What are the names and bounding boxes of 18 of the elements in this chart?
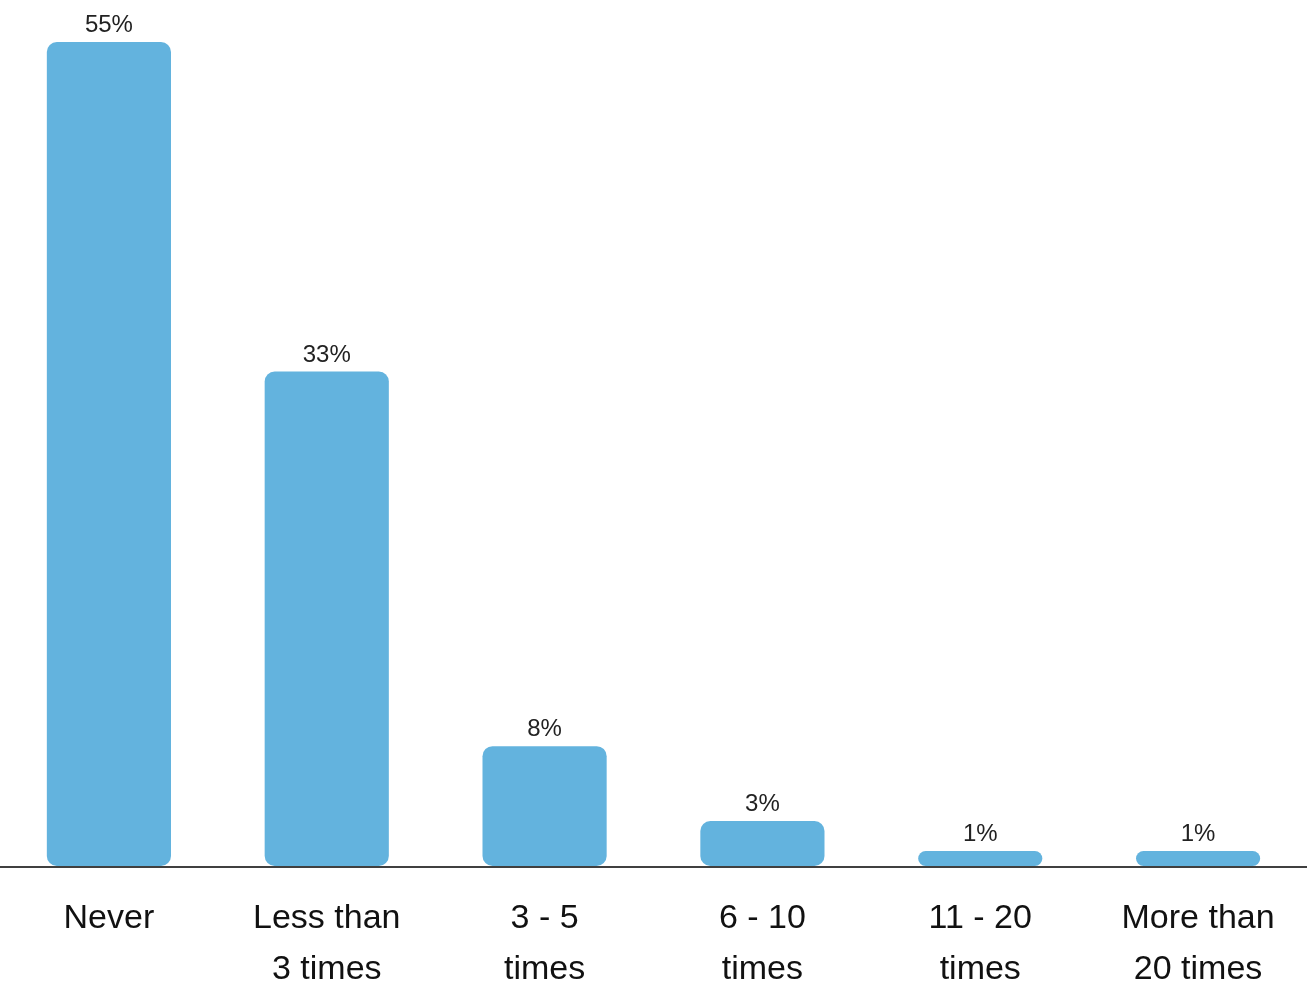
data-label: 1% xyxy=(962,819,998,847)
data-label: 1% xyxy=(1180,819,1216,847)
bar xyxy=(482,746,607,866)
bar xyxy=(918,851,1043,866)
data-label: 3% xyxy=(745,789,780,817)
x-tick-label: 6 - 10 times xyxy=(718,897,806,984)
bar xyxy=(700,821,825,866)
data-label: 55% xyxy=(84,10,133,37)
bar xyxy=(264,371,389,866)
bar xyxy=(46,42,171,866)
data-label: 8% xyxy=(527,714,562,742)
x-tick-label: More than 20 times xyxy=(1121,897,1275,984)
x-tick-label: 3 - 5 times xyxy=(503,897,586,984)
x-tick-label: Never xyxy=(63,897,155,935)
data-label: 33% xyxy=(302,339,351,367)
x-tick-label: 11 - 20 times xyxy=(928,897,1032,984)
x-tick-label: Less than 3 times xyxy=(253,897,401,984)
bar xyxy=(1136,851,1261,866)
